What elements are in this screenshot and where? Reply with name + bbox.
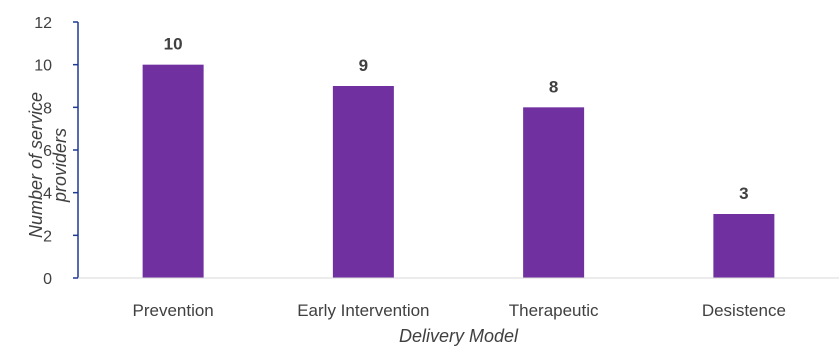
category-label: Prevention — [132, 301, 213, 320]
bar-value-label: 10 — [164, 35, 183, 54]
y-axis-title: Number of service providers — [26, 92, 70, 238]
y-axis-title-line-2: providers — [50, 128, 70, 203]
bar-value-label: 9 — [359, 56, 368, 75]
y-axis-title-line-1: Number of service — [26, 92, 46, 238]
y-tick-label: 4 — [43, 186, 52, 203]
bar — [142, 64, 204, 279]
y-tick-label: 6 — [43, 143, 52, 160]
bar-value-label: 8 — [549, 77, 558, 96]
y-tick-label: 0 — [43, 271, 52, 288]
category-label: Therapeutic — [509, 301, 599, 320]
y-tick-label: 8 — [43, 100, 52, 117]
category-labels: Prevention Early Intervention Therapeutic D… — [132, 301, 785, 320]
y-tick-label: 12 — [34, 15, 52, 32]
bar — [332, 86, 394, 278]
category-label: Early Intervention — [297, 301, 429, 320]
category-label: Desistence — [702, 301, 786, 320]
x-axis-title: Delivery Model — [399, 326, 519, 346]
data-labels: 10 9 8 3 — [164, 35, 749, 203]
bar-value-label: 3 — [739, 184, 748, 203]
y-tick-label: 10 — [34, 58, 52, 75]
y-axis-ticks: 0 2 4 6 8 10 12 — [34, 15, 78, 288]
bar — [713, 214, 775, 278]
bar — [523, 107, 585, 278]
bars — [142, 64, 775, 279]
y-tick-label: 2 — [43, 228, 52, 245]
